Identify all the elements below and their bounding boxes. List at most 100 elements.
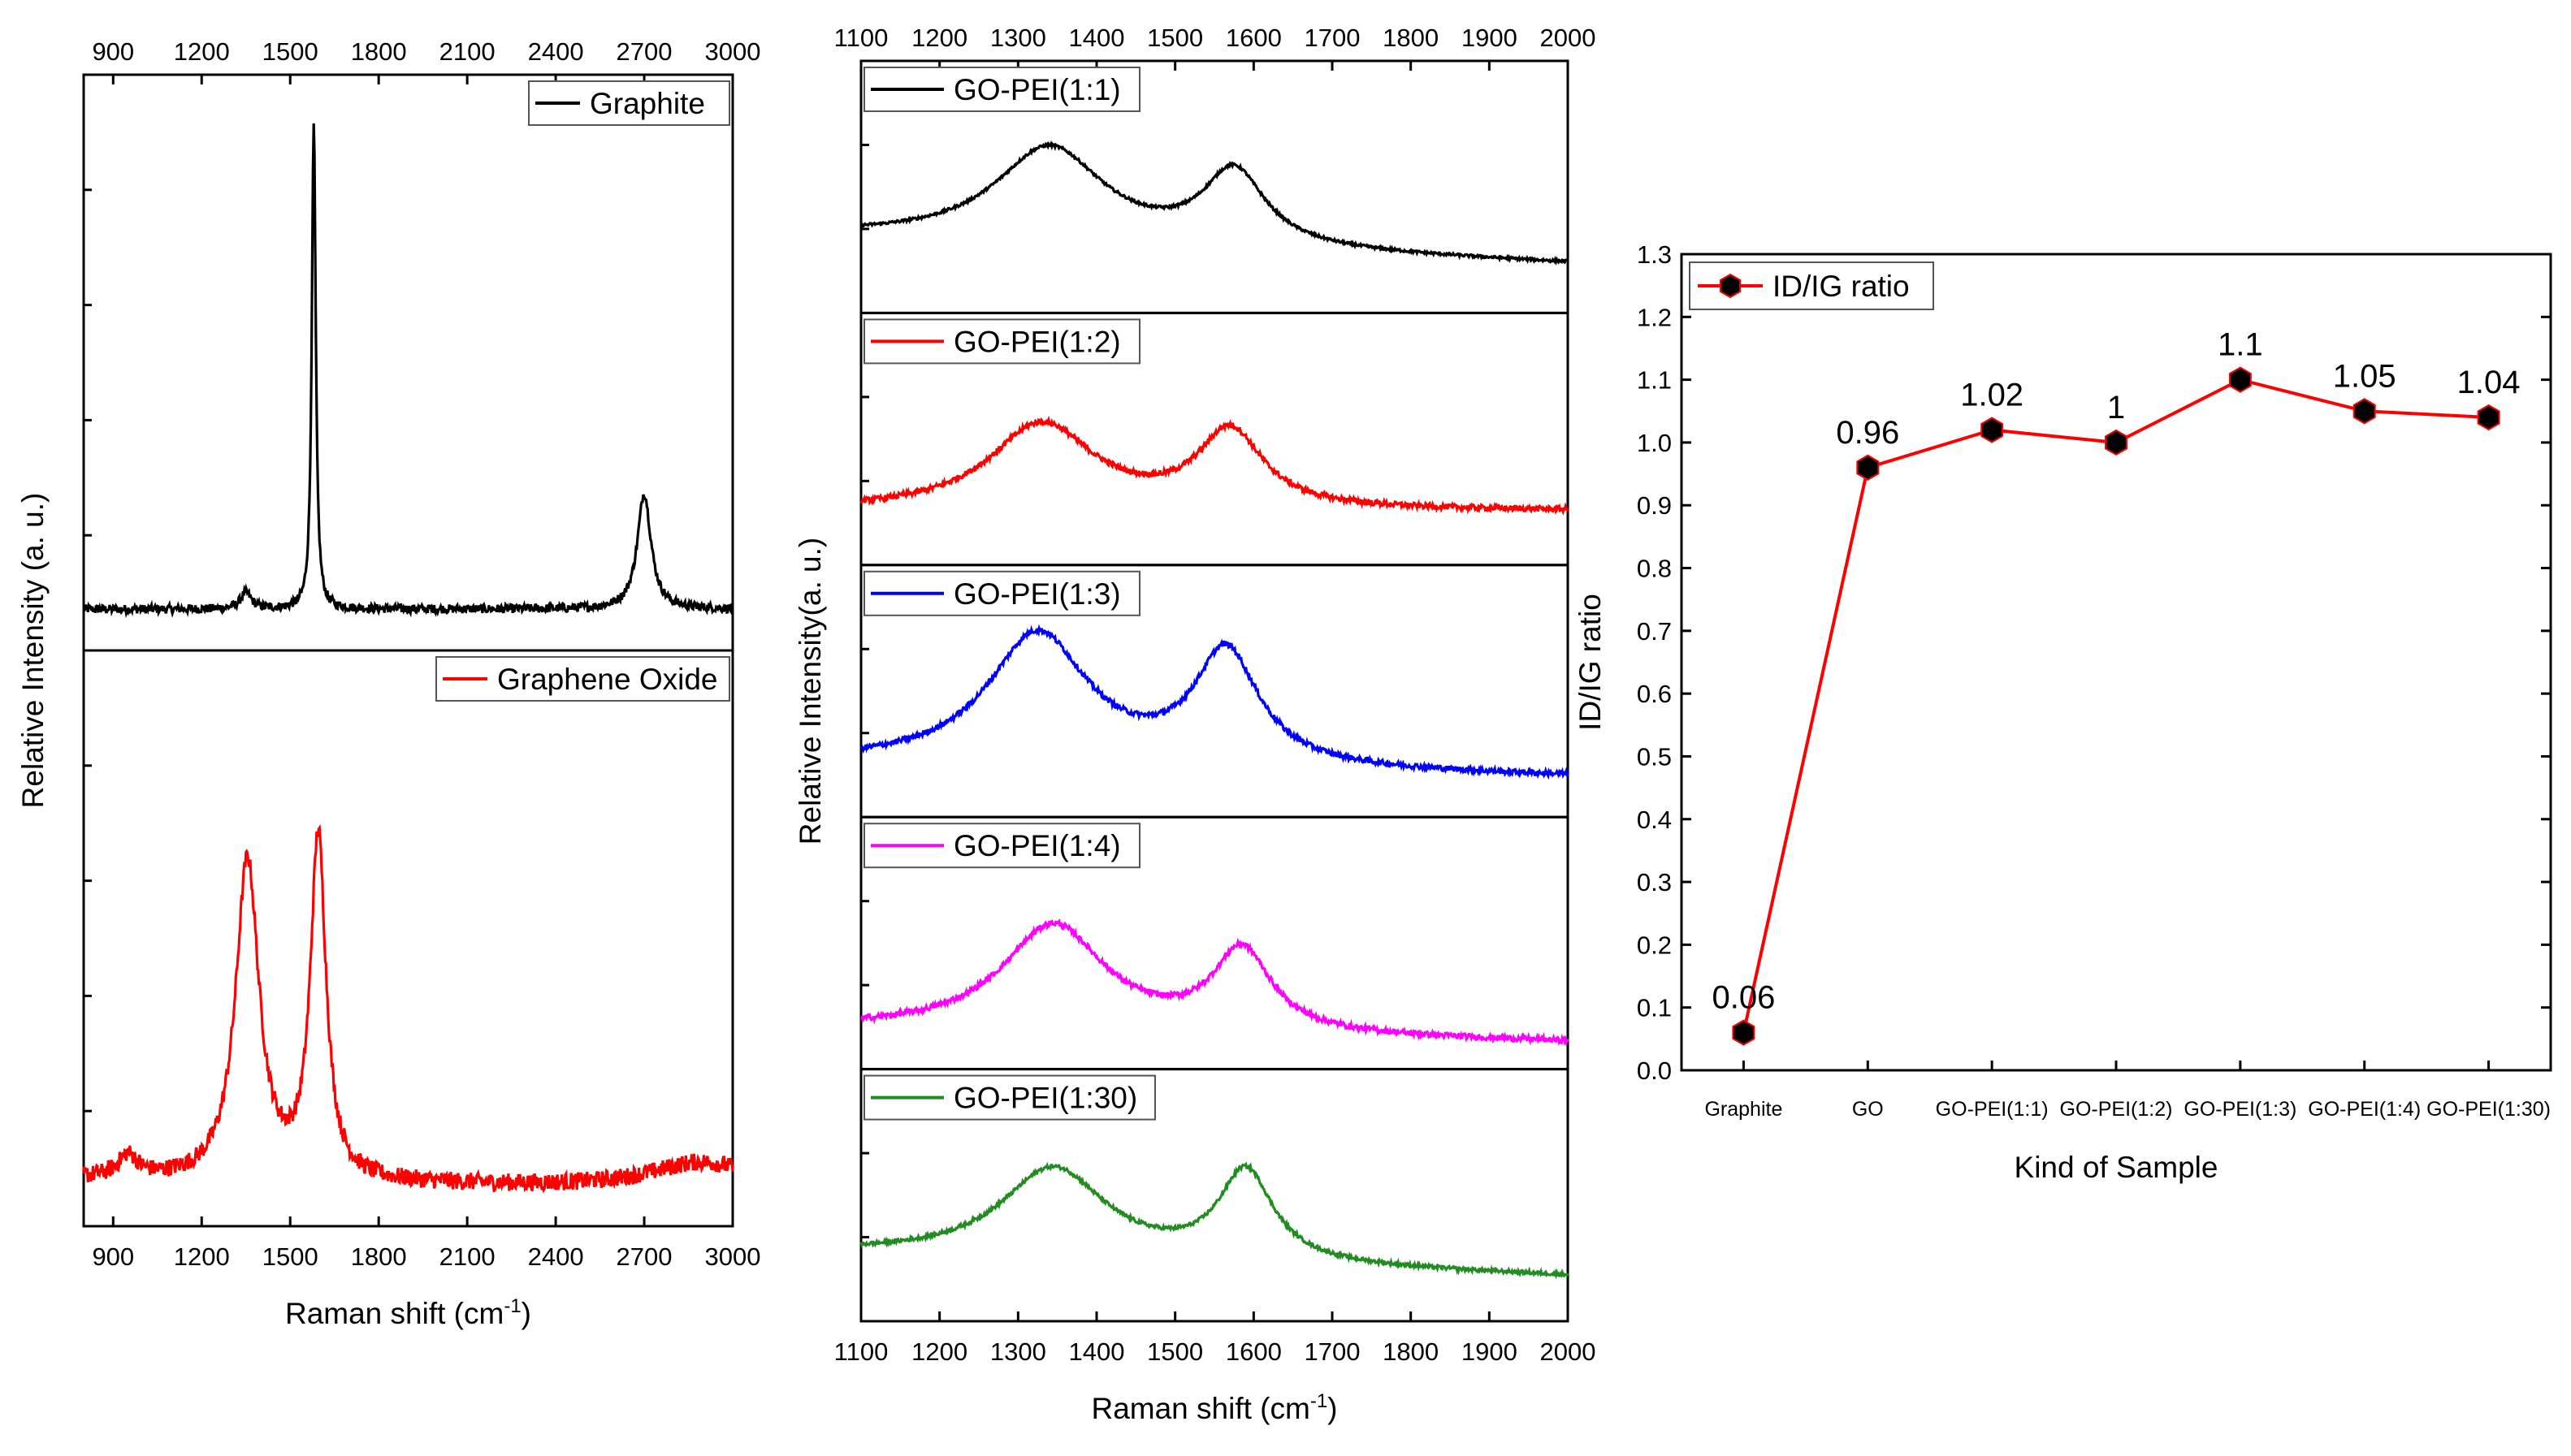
x-axis-title-text: Raman shift (cm [1091, 1392, 1309, 1425]
panel-go-pei-1-30: GO-PEI(1:30) [859, 1068, 1569, 1323]
y-tick-label: 1.2 [1637, 303, 1672, 331]
x-tick-label: GO-PEI(1:2) [2060, 1098, 2173, 1121]
spectrum-line-go-pei-1-3 [860, 624, 1569, 780]
x-tick-label-top: 1900 [1461, 24, 1517, 52]
spectrum-line-graphite [82, 123, 734, 619]
legend-label: ID/IG ratio [1772, 270, 1910, 303]
data-point-graphite [1732, 1019, 1755, 1046]
spectrum-line-go-pei-1-1 [860, 140, 1569, 266]
legend-label: Graphite [590, 87, 705, 120]
legend-go-pei-1-3: GO-PEI(1:3) [863, 570, 1141, 616]
x-tick-label-bottom: 1800 [1383, 1337, 1439, 1366]
x-tick-label-bottom: 1200 [174, 1242, 230, 1271]
legend-go-pei-1-2: GO-PEI(1:2) [863, 318, 1141, 365]
x-axis-title-close: ) [522, 1297, 531, 1330]
x-tick-label-bottom: 1500 [262, 1242, 318, 1271]
data-point-go [1856, 454, 1880, 481]
x-axis-title-text: Raman shift (cm [285, 1297, 504, 1330]
data-label-go-pei-1-3: 1.1 [2218, 327, 2263, 363]
ratio-chart: 0.0 0.1 0.2 0.3 0.4 0.5 0.6 0.7 0.8 0.9 1.0 1.1 1.2 1… [1573, 240, 2552, 1184]
y-axis-title: Relative Intensity (a. u.) [16, 493, 50, 809]
data-label-go: 0.96 [1836, 415, 1899, 451]
x-tick-label: GO [1852, 1098, 1884, 1121]
legend-graphene-oxide: Graphene Oxide [435, 656, 730, 702]
x-tick-label-top: 3000 [705, 37, 761, 66]
x-tick-label-top: 1100 [834, 24, 889, 52]
x-tick-label-bottom: 1600 [1226, 1337, 1282, 1366]
legend-label: Graphene Oxide [497, 663, 718, 696]
plot-frame [1680, 253, 2552, 1072]
data-point-go-pei-1-3 [2228, 366, 2252, 393]
data-label-graphite: 0.06 [1712, 980, 1775, 1016]
y-tick-label: 0.9 [1637, 491, 1672, 520]
data-point-go-pei-1-2 [2105, 429, 2127, 456]
x-axis-title-sup: -1 [1310, 1390, 1327, 1412]
data-label-go-pei-1-4: 1.05 [2333, 358, 2396, 394]
y-tick-label: 0.2 [1637, 931, 1672, 959]
data-label-go-pei-1-1: 1.02 [1960, 377, 2023, 413]
data-point-go-pei-1-1 [1980, 417, 2004, 443]
y-tick-label: 1.1 [1637, 366, 1672, 395]
y-tick-label: 1.3 [1637, 240, 1672, 269]
panel-frame [82, 649, 734, 1228]
legend-go-pei-1-4: GO-PEI(1:4) [863, 823, 1141, 869]
x-tick-label-bottom: 2700 [617, 1242, 673, 1271]
x-tick-label-bottom: 1300 [990, 1337, 1046, 1366]
x-axis-title: Raman shift (cm-1) [285, 1295, 531, 1330]
x-tick-label-bottom: 1700 [1305, 1337, 1361, 1366]
x-tick-label-top: 1800 [1383, 24, 1439, 52]
x-tick-label-top: 2100 [439, 37, 496, 66]
x-tick-label-top: 1500 [262, 37, 318, 66]
x-tick-label-bottom: 3000 [705, 1242, 761, 1271]
x-tick-label-top: 1800 [351, 37, 407, 66]
x-axis-title: Kind of Sample [2015, 1151, 2218, 1184]
x-tick-label-bottom: 1400 [1069, 1337, 1125, 1366]
panel-go-pei-1-1: GO-PEI(1:1) [859, 59, 1569, 314]
ratio-legend: ID/IG ratio [1689, 261, 1934, 310]
x-axis-title-sup: -1 [504, 1295, 521, 1317]
y-tick-label: 0.8 [1637, 555, 1672, 583]
x-tick-label-top: 2000 [1540, 24, 1596, 52]
x-tick-label-top: 2400 [528, 37, 584, 66]
x-tick-label-top: 900 [92, 37, 134, 66]
panel-go-pei-1-4: GO-PEI(1:4) [859, 815, 1569, 1071]
x-tick-label: Graphite [1704, 1098, 1782, 1121]
x-tick-label-top: 2700 [617, 37, 673, 66]
legend-label: GO-PEI(1:2) [954, 325, 1121, 358]
y-tick-label: 0.0 [1637, 1056, 1672, 1085]
x-tick-label: GO-PEI(1:1) [1936, 1098, 2049, 1121]
spectrum-line-go-pei-1-30 [859, 1161, 1569, 1280]
y-tick-label: 1.0 [1637, 429, 1672, 457]
x-tick-label-bottom: 2400 [528, 1242, 584, 1271]
x-tick-label-bottom: 1100 [834, 1337, 889, 1366]
legend-label: GO-PEI(1:3) [954, 577, 1121, 611]
legend-label: GO-PEI(1:1) [954, 73, 1121, 106]
y-axis-title: Relative Intensity(a. u.) [794, 538, 827, 845]
legend-marker-icon [1719, 273, 1742, 299]
x-tick-label-top: 1200 [911, 24, 967, 52]
x-tick-label-top: 1200 [174, 37, 230, 66]
y-tick-label: 0.3 [1637, 868, 1672, 896]
data-label-go-pei-1-30: 1.04 [2457, 365, 2521, 400]
x-tick-label-bottom: 1800 [351, 1242, 407, 1271]
x-tick-label: GO-PEI(1:3) [2184, 1098, 2296, 1121]
x-tick-label-bottom: 900 [92, 1242, 134, 1271]
x-tick-label-bottom: 1500 [1147, 1337, 1203, 1366]
x-tick-label: GO-PEI(1:30) [2426, 1098, 2551, 1121]
legend-label: GO-PEI(1:30) [954, 1082, 1137, 1115]
spectra-chart-1: 900 900 1200 1200 1500 1500 1800 1800 2100 2100 24… [16, 37, 760, 1330]
y-tick-label: 0.7 [1637, 617, 1672, 646]
x-tick-label-top: 1700 [1305, 24, 1361, 52]
spectrum-line-go-pei-1-2 [859, 415, 1569, 516]
panel-frame [859, 1068, 1569, 1323]
y-tick-label: 0.6 [1637, 680, 1672, 708]
x-tick-label-top: 1600 [1226, 24, 1282, 52]
x-axis-title-close: ) [1327, 1392, 1337, 1425]
spectra-chart-2: 1100 1100 1200 1200 1300 1300 1400 1400 1500 1500… [794, 24, 1595, 1425]
y-tick-label: 0.1 [1637, 994, 1672, 1022]
y-axis-title: ID/IG ratio [1573, 594, 1607, 731]
x-tick-label-bottom: 2100 [439, 1242, 496, 1271]
legend-go-pei-1-1: GO-PEI(1:1) [863, 67, 1141, 112]
legend-label: GO-PEI(1:4) [954, 829, 1121, 862]
